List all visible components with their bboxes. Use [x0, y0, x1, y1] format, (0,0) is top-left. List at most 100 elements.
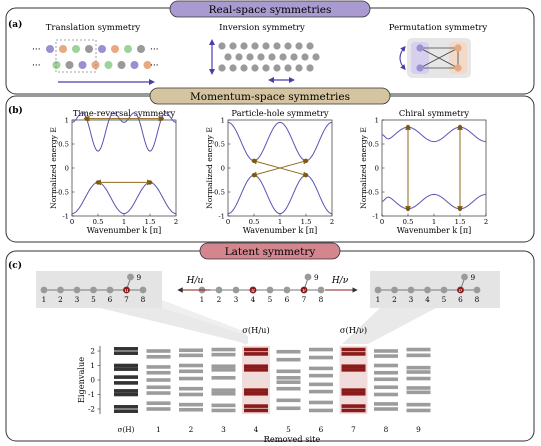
site-label: 3: [75, 295, 80, 304]
site-label: 3: [409, 295, 414, 304]
eigenvalue-level: [406, 408, 431, 413]
eigenvalue-level: [309, 366, 333, 371]
inv-site-top: [284, 42, 292, 50]
graph-site: [461, 273, 468, 281]
y-tick-label: 0.5: [58, 140, 69, 148]
eigenvalue-level: [341, 347, 366, 352]
site-label: 9: [137, 273, 142, 282]
y-tick-label: -1: [88, 390, 95, 399]
eigenvalue-level: [114, 367, 138, 371]
inv-site-mid: [257, 53, 265, 61]
band-plot-frame: [71, 119, 177, 217]
trans-site-bottom: [104, 61, 113, 69]
x-tick-label: 1: [432, 218, 436, 226]
x-tick-label: 4: [254, 425, 259, 434]
y-tick-label: 0: [375, 164, 379, 172]
y-tick-label: 0: [221, 164, 225, 172]
inv-site-mid: [301, 53, 309, 61]
eigenvalue-level: [146, 407, 171, 411]
eigenvalue-level: [146, 391, 171, 395]
eigenvalue-level: [276, 386, 301, 391]
state-point: [405, 125, 411, 130]
highlighted-site: [249, 286, 257, 294]
panel-a-label: (a): [8, 19, 22, 30]
eigenvalue-level: [211, 368, 236, 372]
inv-site-top: [229, 42, 237, 50]
x-tick-label: 2: [330, 218, 334, 226]
x-tick-label: 1: [122, 218, 126, 226]
trans-site-bottom: [65, 61, 74, 69]
eigenvalue-level: [179, 376, 203, 381]
inv-site-mid: [290, 53, 298, 61]
site-label: 8: [141, 295, 146, 304]
eigenvalue-level: [114, 381, 138, 385]
sigma-u-label: σ(H/u): [242, 325, 270, 335]
graph-site: [440, 286, 448, 294]
eigenvalue-level: [374, 407, 398, 411]
inv-site-bottom: [306, 64, 314, 72]
state-point: [405, 206, 411, 211]
eigenvalue-level: [179, 407, 203, 412]
band-plot-title: Chiral symmetry: [399, 108, 469, 118]
y-axis-label: Normalized energy E: [359, 127, 368, 209]
band-line: [381, 126, 487, 143]
eigenvalue-level: [179, 348, 203, 353]
eigenvalue-level: [374, 349, 398, 353]
eigenvalue-level: [146, 370, 171, 375]
inv-site-top: [262, 42, 270, 50]
site-label: 9: [314, 273, 319, 282]
eigenvalue-level: [114, 409, 138, 413]
site-label: 6: [458, 295, 463, 304]
eigenvalue-level: [406, 365, 431, 370]
eigenvalue-level: [211, 408, 236, 413]
band-line: [381, 193, 487, 210]
eigenvalue-level: [374, 392, 398, 397]
y-tick-label: 2: [90, 346, 95, 355]
eigenvalue-level: [244, 364, 268, 369]
op-v-label: H/ν: [331, 276, 349, 286]
state-point: [159, 116, 164, 121]
band-plot-frame: [381, 119, 487, 217]
x-tick-label: 2: [174, 218, 178, 226]
inv-site-bottom: [273, 64, 281, 72]
eigenvalue-level: [179, 369, 203, 374]
banner-real-space: [169, 0, 371, 18]
y-tick-label: 0.5: [214, 140, 225, 148]
graph-site: [73, 286, 81, 294]
eigenvalue-level: [374, 385, 398, 390]
eigenvalue-level: [309, 400, 333, 405]
site-label: 5: [268, 295, 273, 304]
graph-site: [304, 273, 312, 281]
inv-site-bottom: [295, 64, 303, 72]
highlighted-site: [457, 286, 464, 294]
x-tick-label: 6: [319, 425, 324, 434]
unit-cell-box: [55, 39, 97, 73]
site-label: 1: [376, 295, 381, 304]
eigenvalue-level: [341, 388, 366, 392]
trans-site-top: [98, 45, 106, 53]
x-tick-label: σ(H): [117, 425, 134, 434]
highlight-letter: ν: [302, 288, 306, 294]
x-tick-label: 0: [226, 218, 230, 226]
x-tick-label: 1.5: [145, 218, 156, 226]
eigenvalue-level: [276, 406, 301, 411]
inv-site-mid: [312, 53, 320, 61]
eigenvalue-level: [179, 402, 203, 407]
trans-site-bottom: [91, 61, 100, 69]
dots-right-top: ···: [150, 45, 159, 55]
eigenvalue-level: [276, 380, 301, 384]
y-tick-label: 1: [375, 116, 379, 124]
trans-site-top: [85, 45, 93, 53]
x-tick-label: 1: [278, 218, 282, 226]
funnel-left: [100, 308, 248, 344]
y-tick-label: -2: [88, 404, 95, 413]
site-label: 2: [217, 295, 222, 304]
inversion-title: Inversion symmetry: [219, 23, 305, 33]
eigenvalue-level: [309, 355, 333, 360]
site-label: 9: [471, 273, 476, 282]
x-tick-label: 9: [416, 425, 421, 434]
site-label: 8: [319, 295, 324, 304]
graph-site: [317, 286, 325, 294]
y-tick-label: -1: [62, 212, 69, 220]
